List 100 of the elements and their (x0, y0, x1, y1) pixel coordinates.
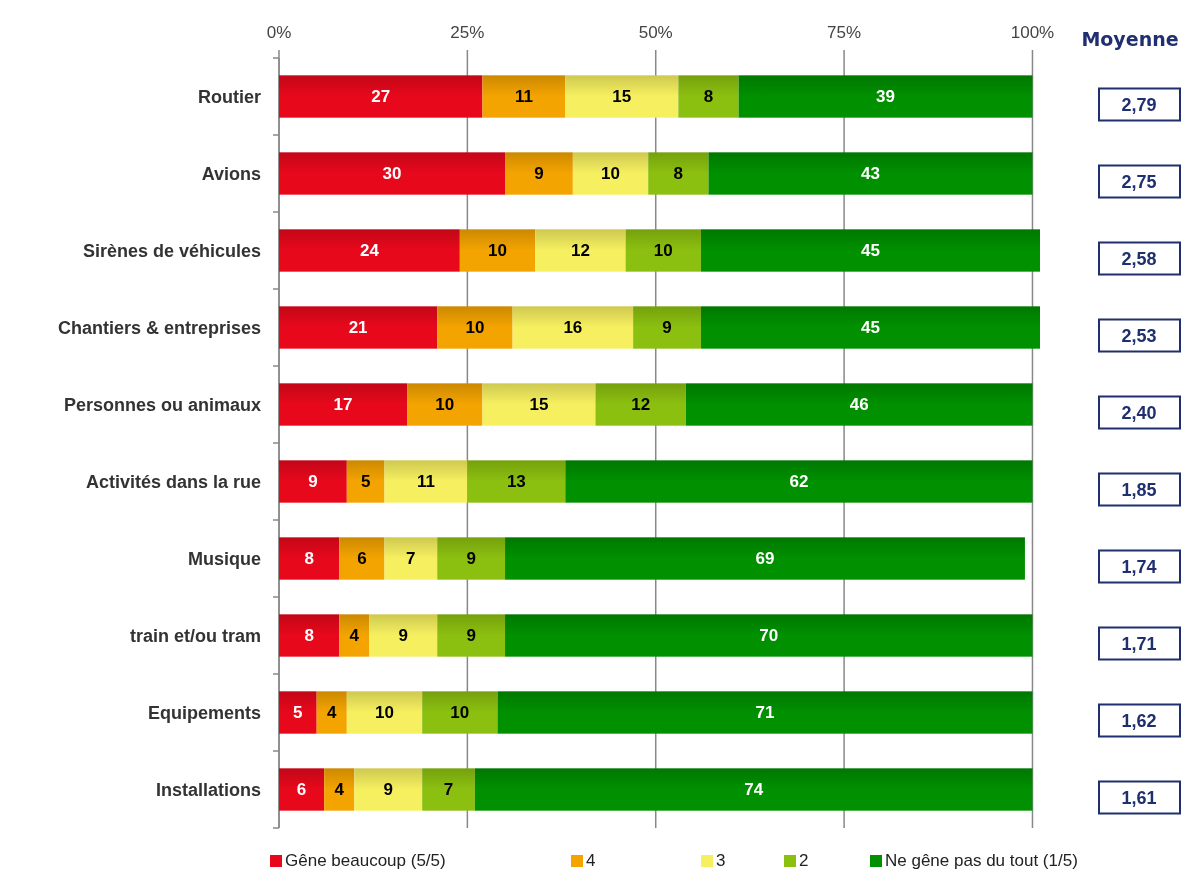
bar (279, 614, 340, 657)
data-label: 9 (662, 318, 672, 338)
data-label: 46 (849, 395, 869, 415)
data-label: 30 (382, 164, 402, 184)
bar (316, 691, 347, 734)
data-label: 45 (861, 241, 880, 261)
legend-label: 4 (586, 851, 596, 870)
bar (685, 383, 1033, 426)
data-label: 15 (612, 87, 632, 107)
data-label: 9 (534, 164, 544, 184)
data-label: 70 (759, 626, 779, 646)
y-tick-label: Installations (155, 779, 261, 800)
bar (354, 768, 423, 811)
bar (279, 75, 483, 118)
bar (346, 691, 423, 734)
bar (648, 152, 709, 195)
y-tick-label: Routier (198, 86, 261, 107)
data-label: 9 (383, 780, 393, 800)
bar (572, 152, 649, 195)
data-label: 11 (514, 87, 533, 107)
data-label: 24 (359, 241, 380, 261)
bar (422, 691, 498, 734)
data-label: 62 (789, 472, 809, 492)
bar (324, 768, 355, 811)
bar (339, 537, 385, 580)
legend-label: Gêne beaucoup (5/5) (285, 851, 446, 870)
data-label: 10 (601, 164, 620, 184)
bar (437, 306, 513, 349)
bar (422, 768, 475, 811)
data-label: 21 (348, 318, 368, 338)
x-tick-label: 100% (1010, 23, 1055, 42)
data-label: 9 (308, 472, 318, 492)
data-label: 15 (529, 395, 549, 415)
data-label: 69 (755, 549, 775, 569)
data-label: 8 (304, 549, 314, 569)
x-tick-label: 75% (827, 23, 862, 42)
bar (497, 691, 1033, 734)
data-label: 10 (488, 241, 507, 261)
bar (700, 229, 1040, 272)
text: 2,58 (1121, 248, 1157, 269)
bar (407, 383, 483, 426)
data-label: 4 (327, 703, 338, 723)
data-label: 74 (744, 780, 764, 800)
bar (505, 537, 1025, 580)
text: 2,79 (1121, 94, 1157, 115)
bar (512, 306, 634, 349)
legend-label: 2 (799, 851, 809, 870)
bar (595, 383, 686, 426)
bar (482, 383, 596, 426)
text: 1,74 (1121, 556, 1157, 577)
bar (384, 537, 438, 580)
bar (633, 306, 701, 349)
bar (700, 306, 1040, 349)
text: 2,75 (1121, 171, 1157, 192)
data-label: 8 (703, 87, 714, 107)
text: 2,53 (1121, 325, 1157, 346)
data-label: 8 (304, 626, 314, 646)
data-label: 7 (406, 549, 416, 569)
bar (459, 229, 536, 272)
text: 1,62 (1121, 710, 1157, 731)
data-label: 8 (673, 164, 684, 184)
data-label: 27 (371, 87, 391, 107)
bar (279, 229, 460, 272)
bar (279, 537, 340, 580)
x-tick-label: 0% (266, 23, 292, 42)
data-label: 10 (375, 703, 394, 723)
bar (279, 383, 408, 426)
data-label: 4 (334, 780, 345, 800)
data-label: 13 (506, 472, 526, 492)
bar (279, 768, 325, 811)
text: Moyenne (1081, 28, 1179, 50)
bar (467, 460, 566, 503)
data-label: 10 (653, 241, 673, 261)
bar (279, 306, 438, 349)
bar (346, 460, 385, 503)
data-label: 16 (563, 318, 583, 338)
data-label: 7 (443, 780, 454, 800)
bar (369, 614, 438, 657)
bar (339, 614, 370, 657)
data-label: 45 (861, 318, 880, 338)
legend-label: 3 (716, 851, 726, 870)
bar (384, 460, 468, 503)
y-tick-label: Activités dans la rue (85, 471, 261, 492)
data-label: 9 (398, 626, 409, 646)
y-tick-label: Equipements (147, 702, 261, 723)
data-label: 10 (450, 703, 470, 723)
data-label: 9 (466, 549, 476, 569)
data-label: 5 (293, 703, 303, 723)
data-label: 6 (357, 549, 367, 569)
text: 1,71 (1121, 633, 1157, 654)
bar (437, 614, 506, 657)
legend-label: Ne gêne pas du tout (1/5) (885, 851, 1078, 870)
bar (565, 75, 679, 118)
text: 1,61 (1121, 787, 1157, 808)
x-tick-label: 25% (450, 23, 485, 42)
text: 2,40 (1121, 402, 1157, 423)
data-label: 11 (416, 472, 435, 492)
bar (505, 152, 573, 195)
bar (279, 460, 347, 503)
bar (708, 152, 1033, 195)
